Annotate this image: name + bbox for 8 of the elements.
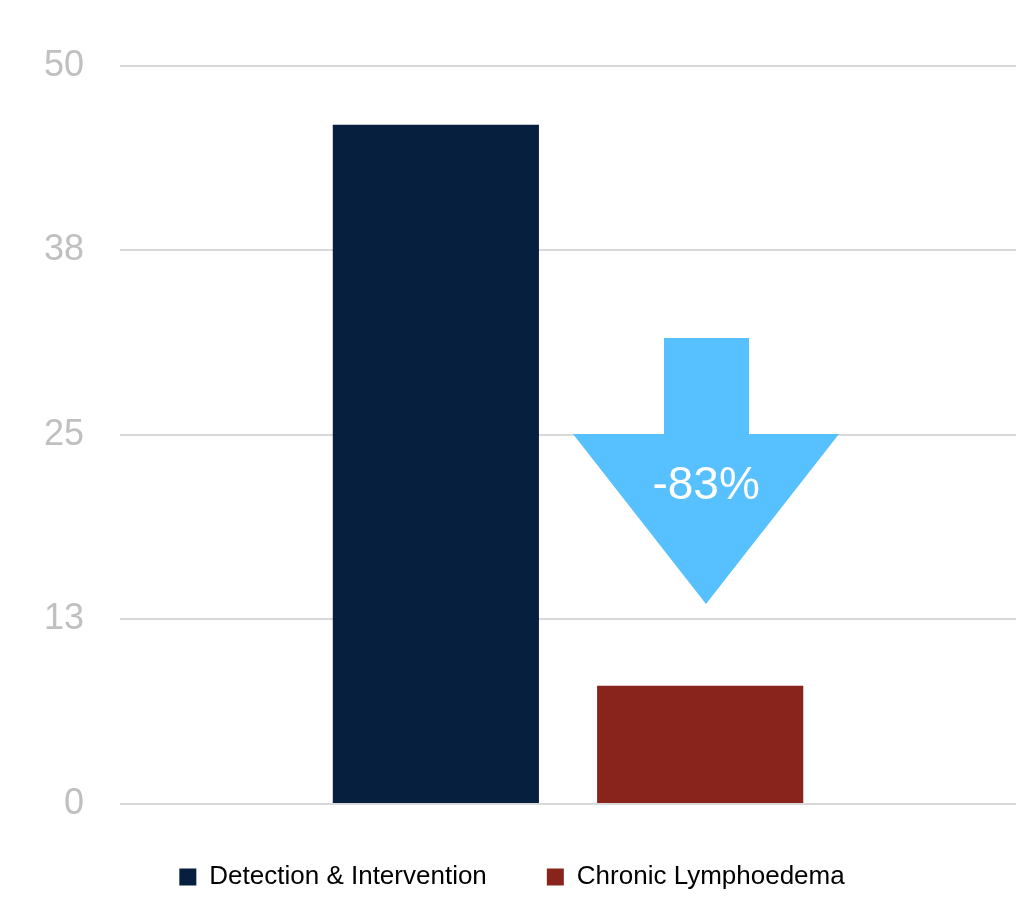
y-tick-label: 0 bbox=[64, 780, 85, 822]
annotation: -83% bbox=[651, 455, 761, 510]
legend-label: Chronic Lymphoedema bbox=[576, 860, 846, 891]
y-tick-label: 25 bbox=[44, 411, 85, 453]
y-tick-label: 38 bbox=[44, 227, 85, 269]
y-tick-label: 50 bbox=[44, 42, 85, 84]
y-tick-label: 13 bbox=[44, 596, 85, 638]
legend-label: Detection & Intervention bbox=[209, 860, 487, 891]
